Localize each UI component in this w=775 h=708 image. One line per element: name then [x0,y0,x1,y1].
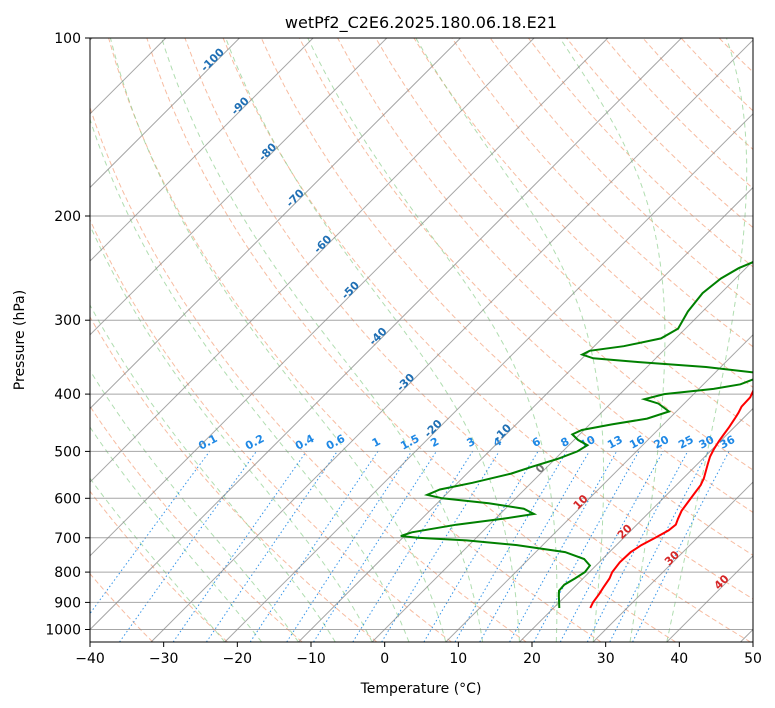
x-tick-label: −20 [223,651,253,667]
x-axis-label: Temperature (°C) [360,681,482,697]
isotherm-line [298,186,753,642]
mixing-ratio-label: 13 [605,433,625,452]
moist-adiabat [559,38,666,642]
moist-adiabat [90,369,299,642]
moist-adiabat [90,426,262,642]
mixing-ratio-line [205,451,338,642]
moist-adiabat [90,224,373,642]
dry-adiabat [90,106,527,642]
x-axis: −40 −30 −20 −10 0 10 20 30 40 50 [75,642,762,667]
dewpoint-profile [400,261,753,609]
plot-area: 0.1 0.2 0.4 0.6 1 1.5 2 3 4 6 8 10 13 16 20 25 30 36-100-… [90,38,753,642]
isotherm-line [90,38,240,189]
isotherm-line [90,38,609,557]
x-tick-label: 30 [597,651,615,667]
dry-adiabat [90,405,303,642]
moist-adiabat [225,38,520,642]
x-tick-label: −40 [75,651,105,667]
isotherm-line [445,334,753,642]
x-tick-label: 10 [449,651,467,667]
dry-adiabat [90,218,452,642]
isotherm-line [90,38,314,262]
mixing-ratio-line [559,451,664,642]
y-tick-label: 800 [54,565,81,581]
moist-adiabat [307,38,558,642]
chart-title: wetPf2_C2E6.2025.180.06.18.E21 [285,13,557,33]
dry-adiabat [184,38,751,642]
dry-adiabat [90,572,154,642]
mixing-ratio-line [632,451,730,642]
y-tick-label: 100 [54,31,81,47]
mixing-ratio-label: 16 [627,433,647,452]
moist-adiabat [161,38,484,642]
mixing-ratio-line [286,451,413,642]
isotherm-line [90,38,461,410]
dry-adiabat [90,315,378,642]
dry-adiabat [222,38,753,600]
y-tick-label: 900 [54,595,81,611]
mixing-ratio-line [172,451,307,642]
y-tick-label: 500 [54,444,81,460]
x-tick-label: 40 [670,651,688,667]
y-axis: 100 200 300 400 500 600 700 800 900 1000 [45,31,90,639]
mixing-ratio-line [90,451,211,615]
y-tick-label: 300 [54,313,81,329]
moist-adiabat [90,477,226,642]
isotherm-line [90,38,535,483]
x-tick-label: −10 [296,651,326,667]
isotherm-line [224,113,753,642]
y-tick-label: 1000 [45,623,81,639]
x-tick-label: 0 [380,651,389,667]
y-tick-label: 400 [54,387,81,403]
dry-adiabat [146,38,676,642]
plot-frame [89,37,754,643]
isotherm-line [519,407,753,642]
mixing-ratio-line [381,451,500,642]
mixing-ratio-label: 25 [676,433,696,452]
isotherm-line [90,38,388,336]
dry-adiabat [337,38,753,471]
x-tick-label: 50 [744,651,762,667]
dry-adiabat [489,38,753,308]
isotherm-line [90,38,682,631]
temperature-profile [589,388,753,609]
moist-adiabat [90,117,410,642]
y-tick-label: 700 [54,531,81,547]
x-tick-label: −30 [149,651,179,667]
isotherm-line [592,481,753,642]
y-axis-label: Pressure (hPa) [12,290,28,390]
x-tick-label: 20 [523,651,541,667]
moist-adiabat [415,38,605,642]
mixing-ratio-label: 20 [652,433,672,452]
mixing-ratio-label: 30 [697,433,717,452]
mixing-ratio-line [509,451,618,642]
y-tick-label: 600 [54,491,81,507]
dry-adiabat [413,38,753,388]
y-tick-label: 200 [54,209,81,225]
mixing-ratio-line [313,451,437,642]
mixing-ratio-line [533,451,640,642]
isotherm-line [150,39,753,642]
moist-adiabat [109,38,447,642]
dry-adiabat [108,38,602,642]
mixing-ratio-line [249,451,379,642]
dry-adiabat [90,490,228,642]
